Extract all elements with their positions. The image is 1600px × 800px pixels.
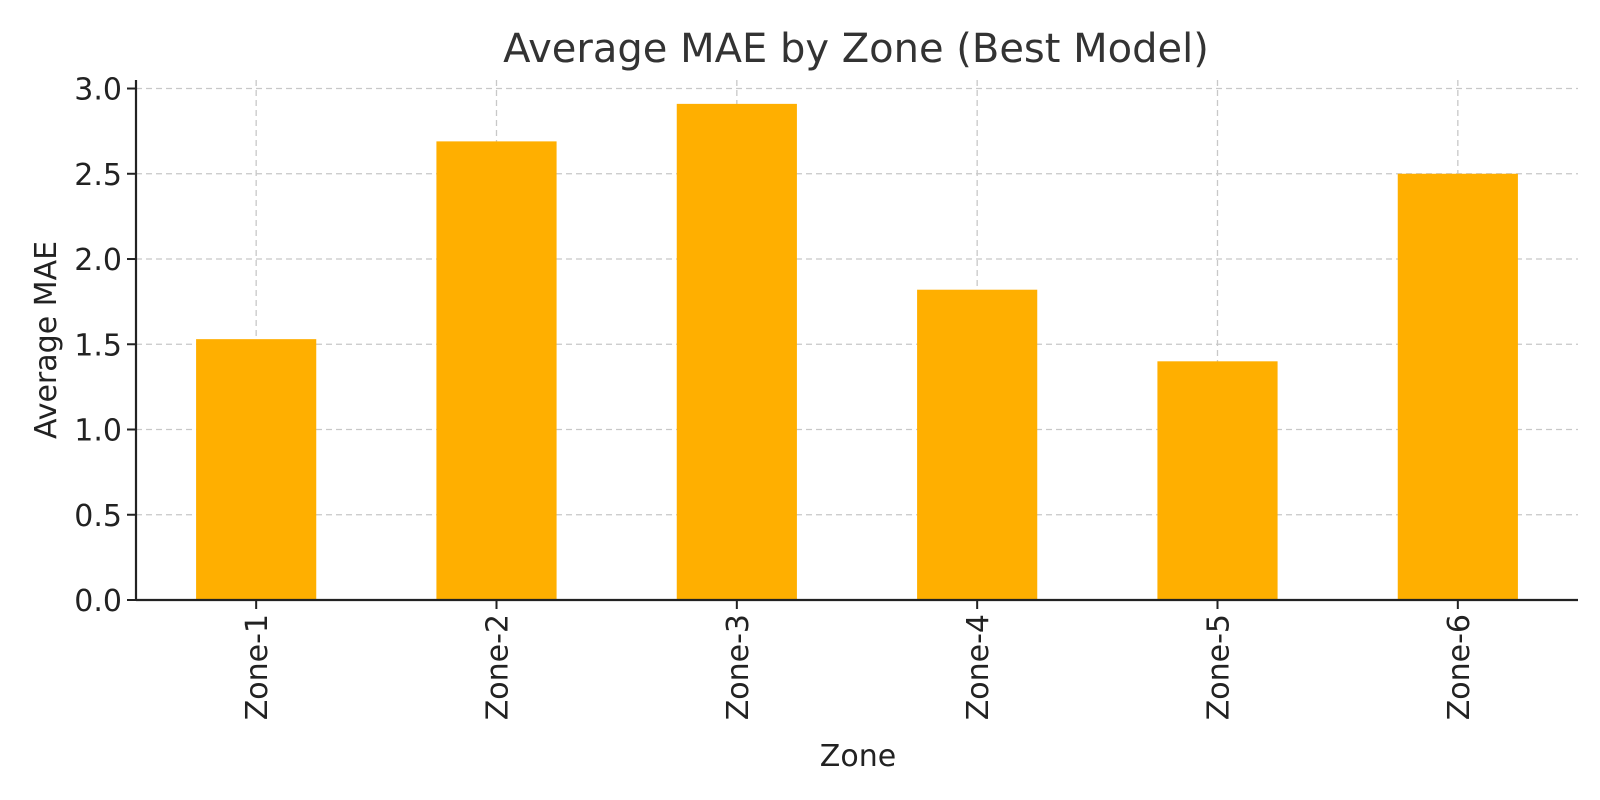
y-tick-label: 3.0 [74,73,122,108]
y-ticks: 0.0 0.5 1.0 1.5 2.0 2.5 3.0 [74,73,136,619]
x-tick-label: Zone-5 [1202,614,1237,720]
x-tick-label: Zone-6 [1442,614,1477,720]
y-tick-label: 1.0 [74,414,122,449]
grid [136,80,1578,601]
x-tick-label: Zone-2 [481,614,516,720]
bars [196,103,1518,601]
y-axis-label: Average MAE [29,241,64,439]
bar-zone-4 [917,289,1038,600]
y-tick-label: 0.0 [74,584,122,619]
x-ticks: Zone-1 Zone-2 Zone-3 Zone-4 Zone-5 Zone-6 [240,600,1477,720]
x-tick-label: Zone-4 [961,614,996,720]
bar-zone-1 [196,339,317,600]
y-tick-label: 0.5 [74,499,122,534]
x-tick-label: Zone-3 [721,614,756,720]
bar-zone-3 [676,103,797,601]
x-tick-label: Zone-1 [240,614,275,720]
bar-zone-2 [436,141,557,600]
bar-zone-5 [1157,361,1278,600]
y-tick-label: 2.5 [74,158,122,193]
bar-zone-6 [1397,173,1518,600]
y-tick-label: 2.0 [74,243,122,278]
x-axis-label: Zone [820,739,896,774]
axes [134,80,1578,602]
chart-title: Average MAE by Zone (Best Model) [503,26,1209,72]
y-tick-label: 1.5 [74,328,122,363]
